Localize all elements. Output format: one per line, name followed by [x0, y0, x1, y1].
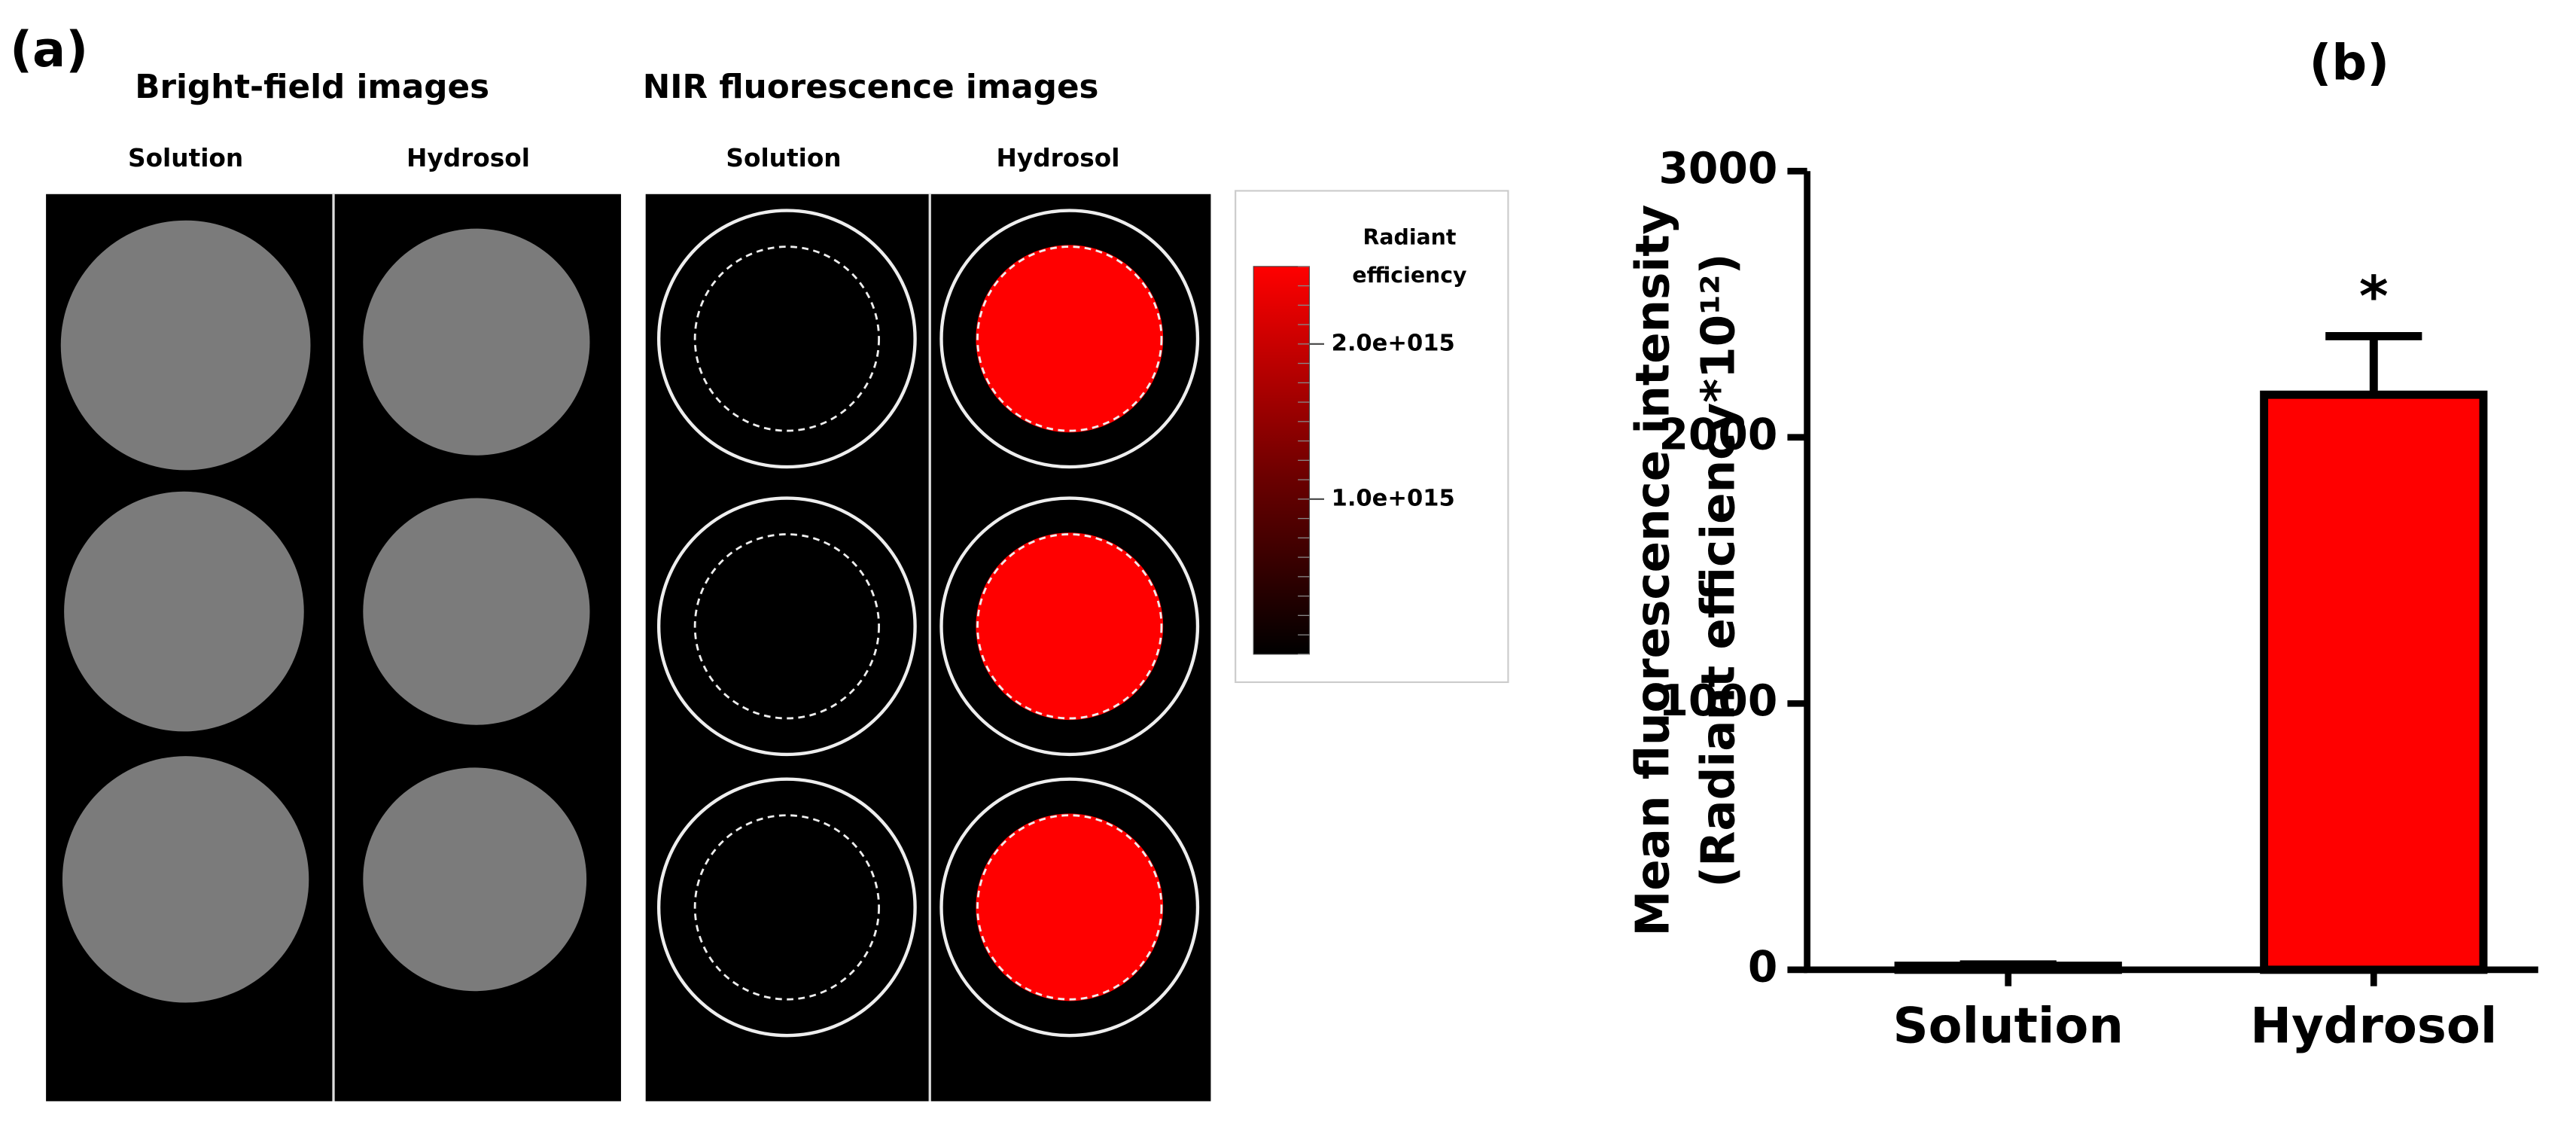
roi	[693, 245, 881, 432]
y-tick-label: 0	[1748, 942, 1777, 992]
panel-label: (a)	[10, 21, 88, 78]
x-tick-label: Hydrosol	[2250, 997, 2497, 1054]
section-title: NIR fluorescence images	[643, 68, 1099, 106]
colorbar-tick-label: 1.0e+015	[1332, 485, 1455, 511]
panel-label: (b)	[2309, 35, 2389, 92]
significance-marker: *	[2359, 264, 2389, 329]
column-label: Hydrosol	[997, 144, 1120, 172]
column-label: Solution	[128, 144, 243, 172]
y-tick-label: 1000	[1658, 676, 1777, 726]
dish	[363, 498, 590, 725]
fluorescence	[976, 245, 1164, 433]
dish	[64, 491, 304, 732]
dish-outline	[656, 777, 917, 1038]
y-tick-label: 2000	[1658, 410, 1777, 459]
fluorescence	[976, 813, 1164, 1001]
bar	[2260, 390, 2488, 974]
roi	[693, 814, 881, 1001]
dish	[60, 220, 311, 471]
y-axis-label: Mean fluorescence intensity	[1626, 205, 1679, 937]
column-label: Hydrosol	[406, 144, 530, 172]
dish-outline	[939, 496, 1200, 757]
y-axis-label: (Radiant efficiency*10¹²)	[1692, 253, 1746, 887]
colorbar-title: Radiant	[1363, 225, 1457, 250]
dish	[363, 767, 587, 992]
roi	[976, 533, 1163, 720]
dish	[363, 228, 590, 456]
dish-outline	[656, 209, 917, 469]
y-tick-label: 3000	[1658, 144, 1777, 194]
dish-outline	[939, 209, 1200, 469]
dish-outline	[656, 496, 917, 757]
x-tick-label: Solution	[1892, 997, 2124, 1054]
roi	[693, 533, 881, 720]
fluorescence	[976, 532, 1164, 721]
roi	[976, 814, 1163, 1001]
colorbar-title: efficiency	[1352, 263, 1466, 288]
colorbar-tick-label: 2.0e+015	[1332, 330, 1455, 356]
dish-outline	[939, 777, 1200, 1038]
bar	[1894, 962, 2122, 974]
roi	[976, 245, 1163, 432]
dish	[62, 756, 309, 1003]
column-label: Solution	[726, 144, 841, 172]
section-title: Bright-field images	[135, 68, 489, 106]
